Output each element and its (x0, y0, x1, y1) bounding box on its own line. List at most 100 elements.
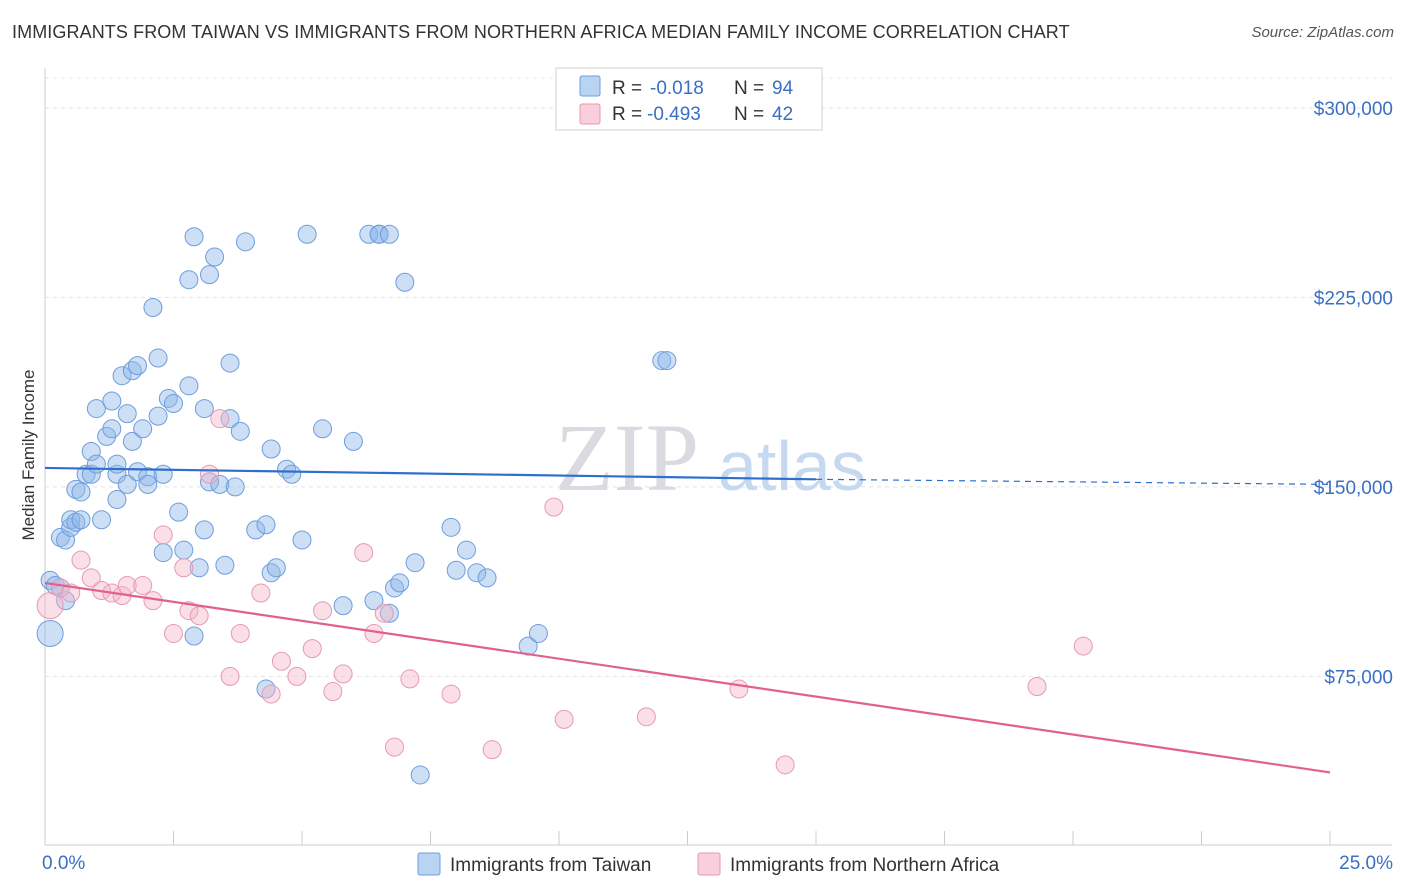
point-north-africa-3 (71, 550, 91, 570)
y-tick-labels: $75,000 $150,000 $225,000 $300,000 (1314, 99, 1393, 689)
point-taiwan-79 (385, 578, 405, 598)
series-legend: Immigrants from Taiwan Immigrants from N… (417, 852, 1000, 876)
point-north-africa-19 (230, 623, 250, 643)
point-taiwan-65 (266, 558, 286, 578)
legend-n-value-north-africa: 42 (772, 104, 793, 125)
point-north-africa-40 (1027, 677, 1047, 697)
point-taiwan-28 (122, 431, 142, 451)
point-north-africa-2 (61, 583, 81, 603)
watermark-zip: ZIP (555, 404, 699, 511)
point-taiwan-47 (189, 558, 209, 578)
point-taiwan-54 (215, 555, 235, 575)
point-taiwan-34 (143, 298, 163, 318)
point-north-africa-30 (374, 603, 394, 623)
point-taiwan-85 (446, 560, 466, 580)
point-north-africa-39 (775, 755, 795, 775)
point-north-africa-9 (133, 575, 153, 595)
point-north-africa-32 (400, 669, 420, 689)
series-legend-label-taiwan: Immigrants from Taiwan (450, 855, 651, 876)
point-taiwan-43 (179, 376, 199, 396)
point-north-africa-20 (251, 583, 271, 603)
point-north-africa-26 (323, 682, 343, 702)
point-taiwan-86 (456, 540, 476, 560)
point-north-africa-24 (302, 639, 322, 659)
legend-r-value-north-africa: -0.493 (647, 104, 701, 125)
x-tick-labels: 0.0% 25.0% (42, 853, 1393, 874)
point-north-africa-23 (287, 666, 307, 686)
correlation-legend: R = -0.018 N = 94 R = -0.493 N = 42 (555, 67, 823, 131)
y-tick-label-2: $225,000 (1314, 288, 1393, 309)
point-taiwan-6 (61, 517, 81, 537)
point-taiwan-11 (71, 510, 91, 530)
point-north-africa-11 (153, 525, 173, 545)
point-north-africa-41 (1073, 636, 1093, 656)
watermark-atlas: atlas (718, 427, 866, 505)
point-taiwan-64 (261, 439, 281, 459)
x-tick-label-1: 25.0% (1339, 853, 1393, 874)
chart-title: IMMIGRANTS FROM TAIWAN VS IMMIGRANTS FRO… (12, 22, 1070, 42)
point-taiwan-56 (220, 409, 240, 429)
point-taiwan-71 (333, 596, 353, 616)
point-north-africa-17 (210, 409, 230, 429)
point-taiwan-61 (256, 679, 276, 699)
point-taiwan-48 (194, 520, 214, 540)
point-taiwan-20 (102, 391, 122, 411)
legend-r-label-north-africa: R = (612, 104, 642, 125)
point-taiwan-19 (102, 419, 122, 439)
point-taiwan-29 (128, 356, 148, 376)
point-north-africa-14 (179, 601, 199, 621)
point-taiwan-37 (153, 543, 173, 563)
point-taiwan-30 (128, 462, 148, 482)
point-taiwan-51 (199, 265, 219, 285)
point-taiwan-76 (369, 224, 389, 244)
x-tick-label-0: 0.0% (42, 853, 85, 874)
legend-n-value-taiwan: 94 (772, 78, 794, 99)
axes (44, 68, 1392, 846)
point-taiwan-32 (138, 467, 158, 487)
point-taiwan-8 (66, 512, 86, 532)
trend-line-north-africa (44, 581, 1331, 774)
point-taiwan-81 (395, 272, 415, 292)
point-taiwan-49 (194, 399, 214, 419)
point-taiwan-74 (364, 591, 384, 611)
point-taiwan-88 (477, 568, 497, 588)
point-taiwan-5 (56, 530, 76, 550)
point-north-africa-16 (199, 464, 219, 484)
grid-lines (45, 77, 1392, 677)
point-taiwan-12 (76, 464, 96, 484)
point-north-africa-22 (271, 651, 291, 671)
point-taiwan-63 (261, 563, 281, 583)
point-north-africa-33 (441, 684, 461, 704)
point-taiwan-36 (148, 348, 168, 368)
trend-lines (44, 466, 1331, 774)
point-taiwan-84 (441, 517, 461, 537)
point-taiwan-40 (164, 394, 183, 414)
point-taiwan-62 (256, 515, 276, 535)
point-north-africa-31 (385, 737, 405, 757)
y-tick-label-0: $75,000 (1324, 667, 1393, 688)
source-label: Source: ZipAtlas.com (1251, 24, 1394, 41)
point-taiwan-25 (117, 474, 137, 494)
point-taiwan-26 (117, 404, 137, 424)
point-taiwan-24 (112, 366, 132, 386)
legend-swatch-taiwan (579, 75, 601, 97)
y-axis-title: Median Family Income (19, 369, 38, 540)
point-taiwan-78 (379, 224, 399, 244)
legend-swatch-north-africa (579, 103, 601, 125)
point-taiwan-17 (92, 510, 112, 530)
point-taiwan-92 (657, 351, 677, 371)
point-north-africa-27 (333, 664, 353, 684)
point-taiwan-68 (292, 530, 312, 550)
point-taiwan-31 (133, 419, 153, 439)
point-taiwan-90 (528, 623, 548, 643)
point-taiwan-22 (107, 454, 127, 474)
point-taiwan-42 (174, 540, 194, 560)
point-taiwan-39 (158, 388, 178, 408)
point-taiwan-0 (36, 619, 64, 647)
point-taiwan-16 (86, 399, 106, 419)
point-taiwan-87 (467, 563, 487, 583)
point-taiwan-9 (66, 479, 86, 499)
y-tick-label-1: $150,000 (1314, 478, 1393, 499)
point-north-africa-4 (81, 568, 101, 588)
